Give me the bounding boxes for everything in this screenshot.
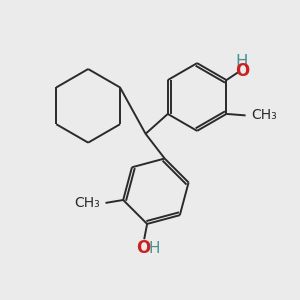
Text: O: O — [136, 239, 151, 257]
Text: H: H — [149, 241, 160, 256]
Text: CH₃: CH₃ — [74, 196, 100, 210]
Text: O: O — [235, 61, 249, 80]
Text: H: H — [236, 53, 248, 71]
Text: CH₃: CH₃ — [251, 108, 277, 122]
